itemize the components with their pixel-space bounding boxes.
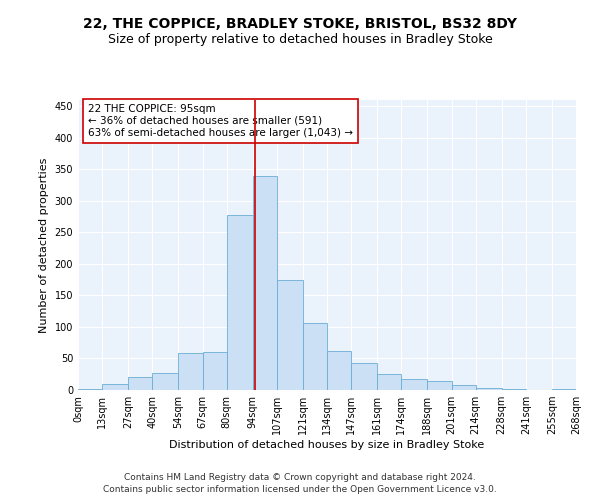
Bar [227, 214, 253, 390]
Bar [452, 385, 476, 390]
Bar [427, 380, 452, 390]
Text: 22 THE COPPICE: 95sqm
← 36% of detached houses are smaller (591)
63% of semi-det: 22 THE COPPICE: 95sqm ← 36% of detached … [88, 104, 353, 138]
X-axis label: Distribution of detached houses by size in Bradley Stoke: Distribution of detached houses by size … [169, 440, 485, 450]
Bar [377, 374, 401, 390]
Text: 22, THE COPPICE, BRADLEY STOKE, BRISTOL, BS32 8DY: 22, THE COPPICE, BRADLEY STOKE, BRISTOL,… [83, 18, 517, 32]
Bar [303, 322, 327, 390]
Text: Contains public sector information licensed under the Open Government Licence v3: Contains public sector information licen… [103, 485, 497, 494]
Bar [351, 363, 377, 390]
Bar [78, 388, 102, 390]
Text: Size of property relative to detached houses in Bradley Stoke: Size of property relative to detached ho… [107, 32, 493, 46]
Y-axis label: Number of detached properties: Number of detached properties [39, 158, 49, 332]
Bar [152, 373, 178, 390]
Bar [401, 378, 427, 390]
Bar [102, 384, 128, 390]
Bar [476, 388, 502, 390]
Bar [277, 280, 303, 390]
Text: Contains HM Land Registry data © Crown copyright and database right 2024.: Contains HM Land Registry data © Crown c… [124, 472, 476, 482]
Bar [253, 176, 277, 390]
Bar [178, 354, 203, 390]
Bar [128, 378, 152, 390]
Bar [203, 352, 227, 390]
Bar [327, 351, 351, 390]
